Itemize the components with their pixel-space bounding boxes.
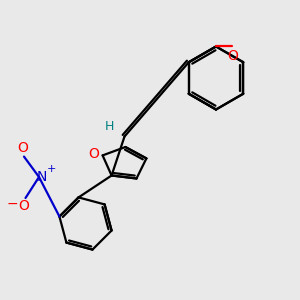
Text: O: O bbox=[88, 147, 99, 161]
Text: O: O bbox=[17, 141, 28, 155]
Text: +: + bbox=[47, 164, 56, 175]
Text: H: H bbox=[105, 120, 114, 133]
Text: N: N bbox=[37, 170, 47, 184]
Text: O: O bbox=[19, 200, 29, 213]
Text: −: − bbox=[6, 196, 18, 210]
Text: O: O bbox=[228, 49, 238, 62]
